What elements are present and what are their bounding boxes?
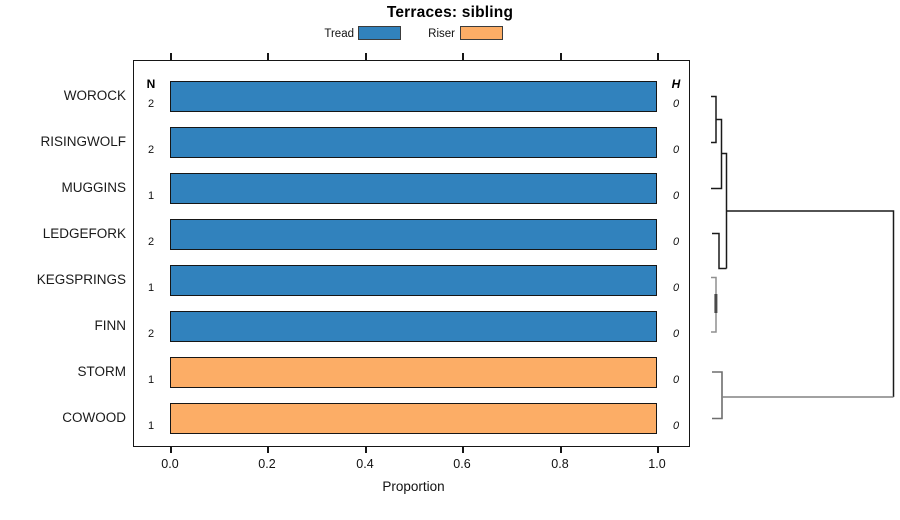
x-axis-tick — [462, 447, 464, 453]
dendrogram-branch-upper-cluster — [721, 152, 728, 269]
row-label: MUGGINS — [61, 180, 126, 195]
n-value: 1 — [147, 420, 155, 432]
n-value: 2 — [147, 144, 155, 156]
n-value: 2 — [147, 328, 155, 340]
h-value: 0 — [672, 236, 680, 248]
dendrogram-branch-storm-cowood — [712, 371, 723, 420]
x-tick-label: 0.6 — [453, 457, 471, 471]
h-value: 0 — [672, 98, 680, 110]
x-tick-label: 0.8 — [551, 457, 569, 471]
row-label: STORM — [77, 364, 126, 379]
bar-cowood — [170, 403, 657, 434]
top-axis-tick — [267, 53, 269, 60]
h-value: 0 — [672, 328, 680, 340]
n-value: 2 — [147, 98, 155, 110]
bar-kegsprings — [170, 265, 657, 296]
row-label: LEDGEFORK — [42, 226, 126, 241]
dendrogram-root-branch — [726, 210, 895, 397]
x-axis-tick — [560, 447, 562, 453]
x-tick-label: 0.0 — [161, 457, 179, 471]
h-column-header: H — [671, 77, 681, 91]
n-value: 1 — [147, 282, 155, 294]
x-tick-label: 0.2 — [258, 457, 276, 471]
row-label: FINN — [94, 318, 127, 333]
dendrogram-branch-ledgefork-kegsprings — [712, 232, 727, 270]
legend-swatch-riser — [460, 26, 503, 40]
bar-finn — [170, 311, 657, 342]
top-axis-tick — [560, 53, 562, 60]
bar-worock — [170, 81, 657, 112]
x-axis-tick — [267, 447, 269, 453]
row-label: COWOOD — [62, 410, 126, 425]
legend-swatch-tread — [358, 26, 401, 40]
bar-storm — [170, 357, 657, 388]
x-axis-tick — [365, 447, 367, 453]
dendrogram-branch-worock-risingwolf — [711, 95, 717, 144]
bar-risingwolf — [170, 127, 657, 158]
n-value: 1 — [147, 374, 155, 386]
chart-title: Terraces: sibling — [386, 4, 514, 21]
x-tick-label: 1.0 — [648, 457, 666, 471]
top-axis-tick — [365, 53, 367, 60]
x-axis-tick — [170, 447, 172, 453]
n-value: 2 — [147, 236, 155, 248]
row-label: WOROCK — [63, 88, 126, 103]
h-value: 0 — [672, 144, 680, 156]
top-axis-tick — [462, 53, 464, 60]
n-value: 1 — [147, 190, 155, 202]
row-label: KEGSPRINGS — [36, 272, 126, 287]
bar-ledgefork — [170, 219, 657, 250]
bar-muggins — [170, 173, 657, 204]
n-column-header: N — [146, 77, 156, 91]
h-value: 0 — [672, 420, 680, 432]
legend-label-tread: Tread — [324, 28, 354, 40]
row-label: RISINGWOLF — [40, 134, 126, 149]
x-axis-title: Proportion — [382, 479, 445, 494]
x-axis-tick — [657, 447, 659, 453]
x-tick-label: 0.4 — [356, 457, 374, 471]
legend-label-riser: Riser — [428, 28, 455, 40]
h-value: 0 — [672, 374, 680, 386]
top-axis-tick — [170, 53, 172, 60]
top-axis-tick — [657, 53, 659, 60]
h-value: 0 — [672, 190, 680, 202]
h-value: 0 — [672, 282, 680, 294]
